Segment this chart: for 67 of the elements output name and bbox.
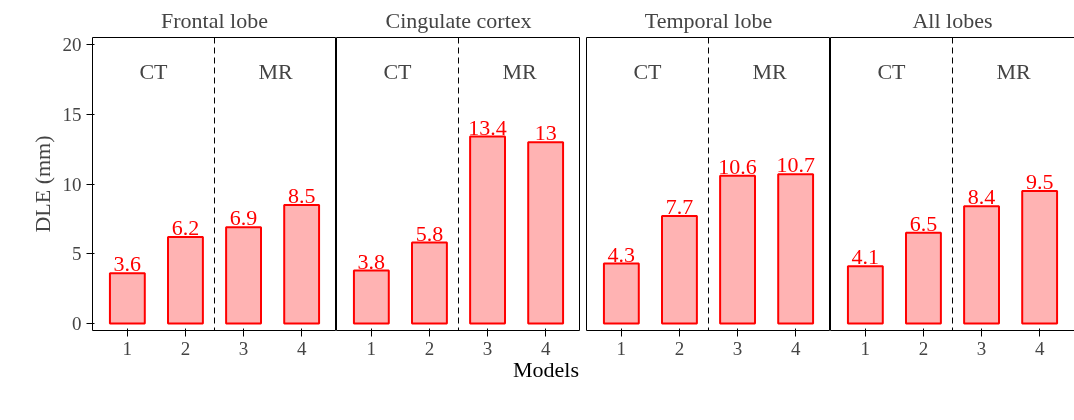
- bar: [527, 141, 565, 325]
- bar: [661, 215, 698, 325]
- x-tick-label: 4: [540, 337, 551, 359]
- annotation: MR: [258, 58, 293, 84]
- bar: [469, 135, 506, 325]
- data-label: 8.4: [967, 184, 996, 210]
- data-label: 13: [534, 120, 557, 146]
- data-label: 6.5: [909, 210, 938, 236]
- bar: [225, 226, 262, 325]
- data-label: 5.8: [415, 220, 444, 246]
- annotation: MR: [752, 58, 787, 84]
- x-tick-label: 2: [918, 337, 929, 359]
- y-tick-label: 0: [72, 313, 82, 335]
- x-tick-label: 2: [424, 337, 435, 359]
- x-tick-label: 3: [482, 337, 493, 359]
- data-label: 13.4: [468, 114, 507, 140]
- bar: [352, 269, 390, 325]
- x-tick-label: 3: [238, 337, 249, 359]
- x-tick-label: 3: [732, 337, 743, 359]
- bar: [108, 272, 146, 325]
- x-axis-title: Models: [513, 356, 579, 384]
- x-tick-label: 1: [122, 337, 133, 359]
- annotation: CT: [383, 58, 413, 84]
- data-label: 9.5: [1025, 168, 1054, 194]
- x-tick-label: 3: [976, 337, 987, 359]
- y-tick-label: 10: [62, 173, 82, 195]
- bar: [167, 236, 204, 325]
- x-tick-label: 2: [180, 337, 191, 359]
- chart-title: Temporal lobe: [644, 7, 773, 33]
- bar: [1021, 189, 1059, 325]
- bar: [905, 231, 942, 325]
- annotation: CT: [633, 58, 663, 84]
- x-tick-label: 4: [790, 337, 801, 359]
- data-label: 6.2: [171, 215, 200, 241]
- data-label: 7.7: [665, 194, 694, 220]
- bar: [719, 174, 756, 325]
- bar: [963, 205, 1000, 325]
- chart-title: All lobes: [912, 7, 993, 33]
- annotation: CT: [139, 58, 169, 84]
- data-label: 4.3: [607, 241, 636, 267]
- y-axis-title: DLE (mm): [29, 135, 55, 233]
- chart-title: Cingulate cortex: [385, 7, 532, 33]
- data-label: 10.7: [776, 152, 815, 178]
- x-tick-label: 1: [366, 337, 377, 359]
- bar: [777, 173, 815, 325]
- bar: [283, 203, 321, 325]
- data-label: 6.9: [229, 205, 258, 231]
- y-tick-label: 15: [62, 103, 82, 125]
- bar: [846, 265, 884, 325]
- x-tick-label: 1: [860, 337, 871, 359]
- chart-title: Frontal lobe: [161, 7, 268, 33]
- y-tick-label: 5: [72, 243, 82, 265]
- data-label: 4.1: [851, 244, 880, 270]
- annotation: MR: [502, 58, 537, 84]
- bar: [411, 241, 448, 325]
- data-label: 8.5: [287, 182, 316, 208]
- x-tick-label: 2: [674, 337, 685, 359]
- x-tick-label: 4: [296, 337, 307, 359]
- x-tick-label: 4: [1034, 337, 1045, 359]
- data-label: 3.8: [357, 248, 386, 274]
- x-tick-label: 1: [616, 337, 627, 359]
- annotation: MR: [996, 58, 1031, 84]
- y-tick-label: 20: [62, 33, 82, 55]
- bar: [602, 262, 640, 325]
- data-label: 3.6: [113, 251, 142, 277]
- annotation: CT: [877, 58, 907, 84]
- data-label: 10.6: [718, 153, 757, 179]
